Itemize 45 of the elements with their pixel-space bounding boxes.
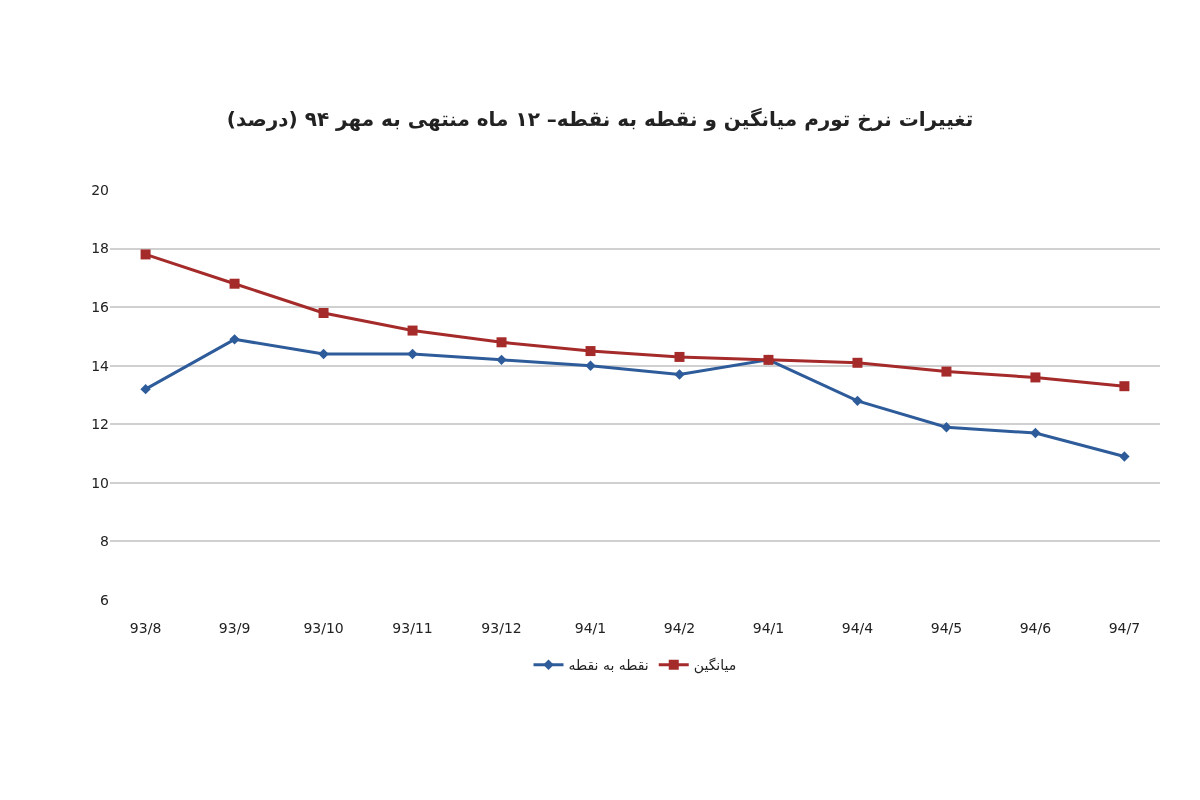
legend-label: نقطه به نقطه xyxy=(568,657,649,674)
x-tick-label: 94/2 xyxy=(663,620,696,636)
y-tick-label: 16 xyxy=(91,299,110,316)
point xyxy=(318,348,329,360)
point xyxy=(1030,427,1041,439)
y-tick-label: 14 xyxy=(91,357,110,374)
x-tick-label: 93/8 xyxy=(129,620,162,636)
point xyxy=(407,325,418,336)
point xyxy=(140,249,151,260)
point xyxy=(852,395,863,407)
x-tick-label: 94/5 xyxy=(930,620,963,636)
x-tick-label: 93/10 xyxy=(303,620,344,636)
x-tick-label: 94/6 xyxy=(1019,620,1052,636)
x-tick-label: 94/1 xyxy=(574,620,607,636)
point xyxy=(140,383,151,395)
x-tick-label: 94/4 xyxy=(841,620,874,636)
point xyxy=(674,369,685,380)
x-tick-label: 94/7 xyxy=(1108,620,1141,636)
y-tick-label: 20 xyxy=(91,181,109,198)
legend-label: میانگین xyxy=(693,657,737,675)
point xyxy=(1119,381,1130,392)
x-tick-label: 93/11 xyxy=(392,620,433,636)
y-tick-label: 6 xyxy=(100,591,110,608)
point xyxy=(229,334,240,345)
point xyxy=(496,354,507,366)
point xyxy=(585,360,596,371)
point xyxy=(941,422,952,433)
x-tick-label: 93/12 xyxy=(481,620,522,636)
y-tick-label: 10 xyxy=(91,474,109,491)
point xyxy=(941,366,952,377)
point xyxy=(229,278,240,289)
point xyxy=(852,357,863,368)
point xyxy=(674,351,685,362)
point xyxy=(1119,451,1130,462)
y-tick-label: 12 xyxy=(91,416,109,433)
point xyxy=(407,348,418,360)
x-tick-label: 94/1 xyxy=(752,620,785,636)
point xyxy=(1030,372,1041,383)
point xyxy=(496,337,507,348)
x-tick-label: 93/9 xyxy=(218,620,251,636)
y-tick-label: 8 xyxy=(100,533,109,550)
point xyxy=(585,346,596,357)
chart-title: تغییرات نرخ تورم میانگین و نقطه به نقطه– ۱۲ ماه منتهی به مهر ۹۴ (درصد) xyxy=(226,107,974,131)
point xyxy=(318,308,329,318)
y-tick-label: 18 xyxy=(91,240,109,257)
